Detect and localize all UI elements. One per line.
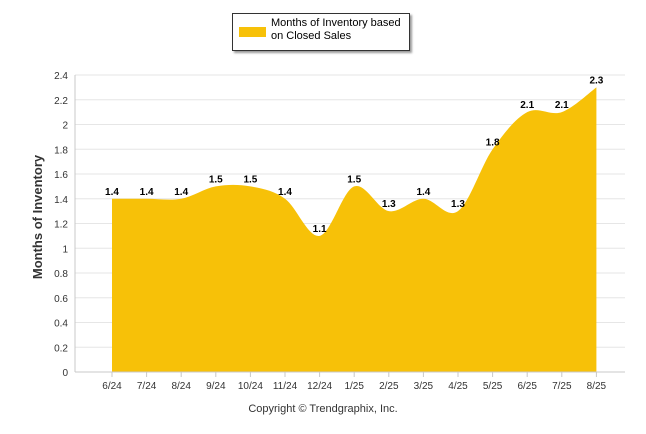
x-tick-label: 4/25 [448, 381, 468, 392]
x-tick-label: 12/24 [307, 381, 332, 392]
x-tick-label: 11/24 [273, 381, 298, 392]
y-tick-label: 0.8 [54, 269, 68, 280]
data-label: 2.1 [555, 100, 569, 111]
data-label: 1.3 [451, 199, 465, 210]
y-tick-label: 2 [62, 121, 68, 132]
axes [74, 75, 625, 377]
legend-swatch [239, 27, 266, 37]
x-tick-label: 7/25 [552, 381, 572, 392]
data-labels: 1.4 1.4 1.4 1.5 1.5 1.4 1.1 1.5 1.3 1.4 1.3 1.8 2.1 2… [105, 75, 604, 235]
copyright-text: Copyright © Trendgraphix, Inc. [248, 403, 398, 415]
y-tick-label: 2.4 [54, 71, 68, 82]
y-tick-label: 1.8 [54, 145, 68, 156]
x-tick-label: 2/25 [379, 381, 399, 392]
data-label: 1.8 [486, 137, 500, 148]
x-tick-label: 8/25 [587, 381, 607, 392]
data-label: 1.3 [382, 199, 396, 210]
y-tick-label: 0 [62, 368, 68, 379]
data-label: 1.4 [105, 187, 119, 198]
data-label: 1.4 [140, 187, 154, 198]
data-label: 1.5 [243, 174, 257, 185]
x-tick-label: 6/24 [102, 381, 122, 392]
data-label: 1.1 [313, 224, 327, 235]
data-label: 1.5 [209, 174, 223, 185]
x-tick-label: 10/24 [238, 381, 263, 392]
data-label: 1.4 [278, 187, 292, 198]
x-tick-label: 5/25 [483, 381, 503, 392]
y-tick-label: 2.2 [54, 96, 68, 107]
x-tick-label: 3/25 [414, 381, 434, 392]
data-label: 2.1 [520, 100, 534, 111]
data-label: 1.5 [347, 174, 361, 185]
x-tick-labels: 6/24 7/24 8/24 9/24 10/24 11/24 12/24 1/25 2/25 3… [102, 381, 606, 392]
x-tick-label: 8/24 [171, 381, 191, 392]
area-fill [112, 87, 597, 372]
y-tick-label: 1.4 [54, 195, 68, 206]
data-label: 2.3 [589, 75, 603, 86]
y-tick-label: 0.2 [54, 343, 68, 354]
y-tick-label: 1.6 [54, 170, 68, 181]
legend-label: Months of Inventory based on Closed Sale… [271, 17, 401, 42]
legend: Months of Inventory based on Closed Sale… [232, 13, 410, 51]
y-axis-title: Months of Inventory [30, 154, 45, 279]
y-tick-label: 1.2 [54, 220, 68, 231]
y-tick-label: 1 [62, 244, 68, 255]
area-series [112, 87, 597, 372]
y-tick-label: 0.4 [54, 319, 68, 330]
y-tick-label: 0.6 [54, 294, 68, 305]
x-tick-label: 6/25 [517, 381, 537, 392]
data-label: 1.4 [416, 187, 430, 198]
y-tick-labels: 0 0.2 0.4 0.6 0.8 1 1.2 1.4 1.6 1.8 2 2.2 2.4 [54, 71, 68, 379]
x-tick-label: 1/25 [344, 381, 364, 392]
x-tick-label: 9/24 [206, 381, 226, 392]
data-label: 1.4 [174, 187, 188, 198]
x-tick-label: 7/24 [137, 381, 157, 392]
